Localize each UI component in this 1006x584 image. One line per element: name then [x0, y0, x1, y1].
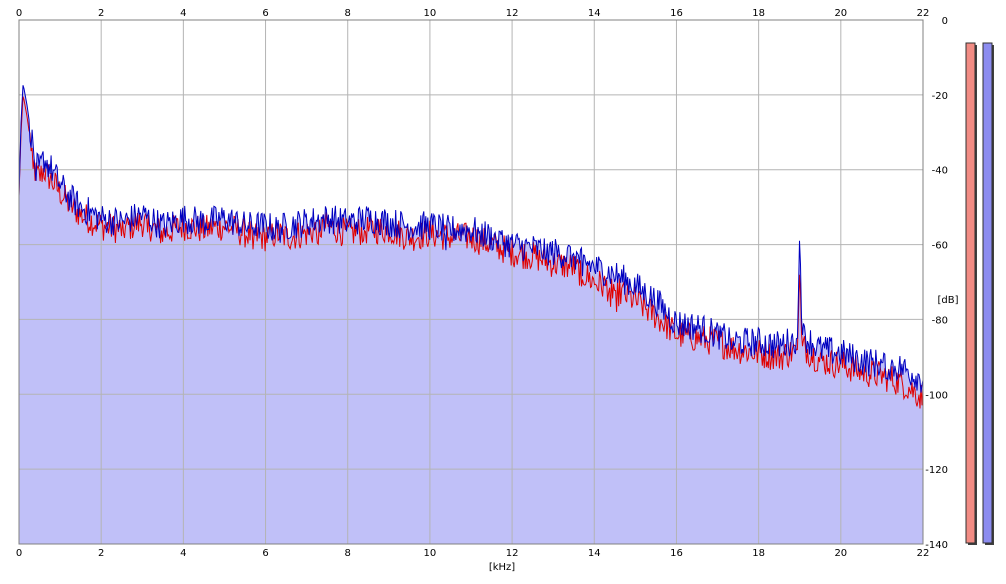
x-tick-top-3: 6 — [262, 8, 268, 19]
x-tick-bottom-0: 0 — [16, 548, 22, 559]
meter-1 — [965, 42, 976, 544]
y-tick-3: -60 — [932, 241, 948, 252]
x-tick-bottom-3: 6 — [262, 548, 268, 559]
x-tick-bottom-11: 22 — [917, 548, 930, 559]
x-tick-bottom-1: 2 — [98, 548, 104, 559]
channel-2-line — [18, 85, 924, 393]
meter-2 — [982, 42, 993, 544]
x-tick-bottom-4: 8 — [345, 548, 351, 559]
x-tick-top-2: 4 — [180, 8, 186, 19]
y-tick-2: -40 — [932, 166, 948, 177]
x-axis-top: 0 2 4 6 8 10 12 14 16 18 20 22 — [16, 8, 930, 19]
x-tick-bottom-8: 16 — [670, 548, 683, 559]
y-tick-4: -80 — [932, 315, 948, 326]
plot-area — [18, 19, 924, 545]
level-meters — [965, 42, 994, 545]
x-tick-top-9: 18 — [752, 8, 765, 19]
y-axis-right: 0 -20 -40 -60 -80 -100 -120 -140 — [925, 16, 948, 551]
x-tick-bottom-2: 4 — [180, 548, 186, 559]
x-tick-top-11: 22 — [917, 8, 930, 19]
y-tick-0: 0 — [942, 16, 948, 27]
x-tick-bottom-9: 18 — [752, 548, 765, 559]
x-tick-top-7: 14 — [588, 8, 601, 19]
grid — [18, 19, 924, 545]
plot-border — [18, 19, 924, 545]
x-tick-bottom-7: 14 — [588, 548, 601, 559]
y-tick-7: -140 — [925, 540, 948, 551]
x-tick-top-8: 16 — [670, 8, 683, 19]
x-tick-bottom-6: 12 — [506, 548, 519, 559]
y-tick-1: -20 — [932, 91, 948, 102]
x-tick-top-6: 12 — [506, 8, 519, 19]
x-tick-top-0: 0 — [16, 8, 22, 19]
x-tick-bottom-10: 20 — [834, 548, 847, 559]
x-axis-bottom: 0 2 4 6 8 10 12 14 16 18 20 22 — [16, 548, 930, 559]
y-tick-6: -120 — [925, 465, 948, 476]
x-axis-label: [kHz] — [489, 562, 515, 573]
x-tick-bottom-5: 10 — [424, 548, 437, 559]
y-tick-5: -100 — [925, 390, 948, 401]
x-tick-top-5: 10 — [424, 8, 437, 19]
x-tick-top-10: 20 — [834, 8, 847, 19]
spectrum-fill — [19, 85, 923, 545]
y-axis-label: [dB] — [937, 295, 958, 306]
x-tick-top-1: 2 — [98, 8, 104, 19]
x-tick-top-4: 8 — [345, 8, 351, 19]
